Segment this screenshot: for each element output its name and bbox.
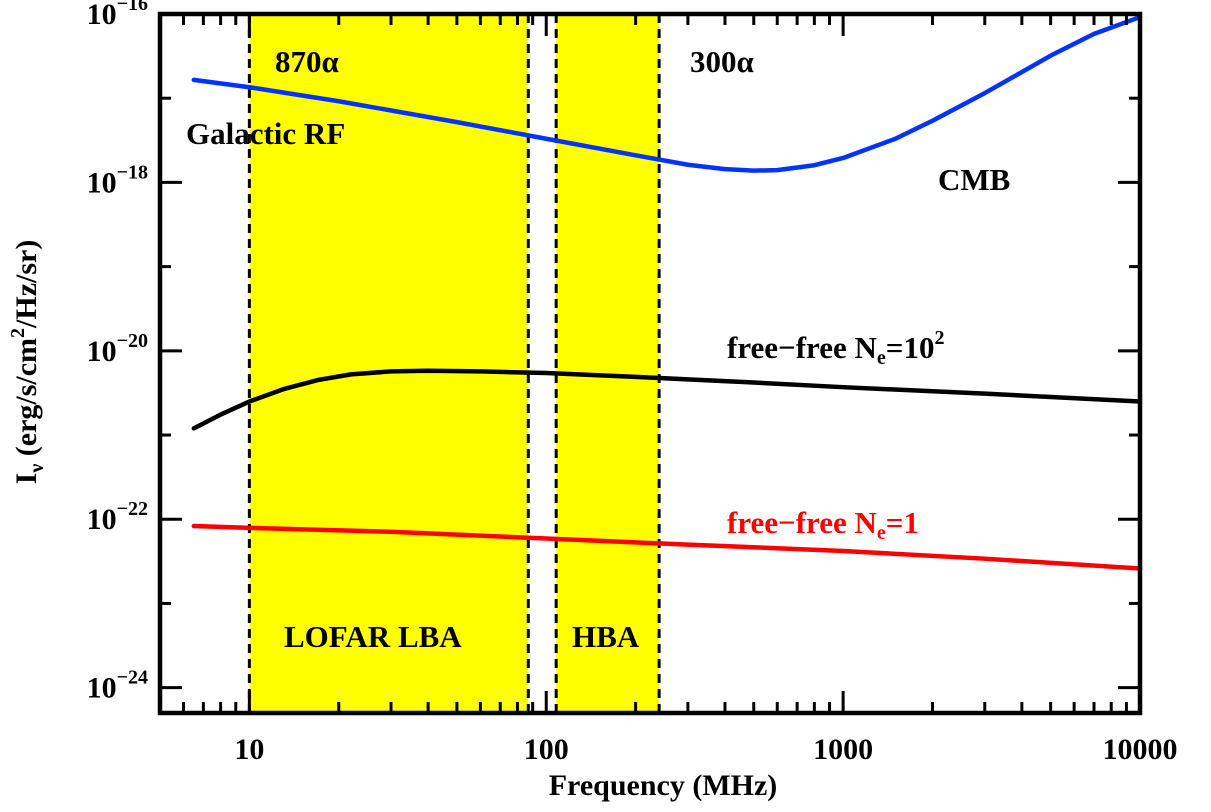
frame-layer — [157, 11, 1143, 716]
y-tick-label-0: 10−24 — [87, 667, 148, 705]
ff-low-mid: =1 — [886, 505, 919, 540]
series-layer — [191, 14, 1143, 571]
band-label-hba: HBA — [572, 619, 640, 654]
plot-frame — [157, 11, 1143, 716]
series-line-2 — [191, 523, 1143, 571]
y-tick-label-exp: −16 — [117, 0, 148, 15]
ff-high-prefix: free−free N — [727, 330, 877, 365]
y-tick-label-1: 10−22 — [87, 498, 148, 536]
series-line-1 — [191, 368, 1143, 431]
x-tick-label-1: 100 — [524, 733, 569, 766]
series-line-0 — [191, 14, 1143, 173]
y-axis-title-rest: (erg/s/cm — [10, 338, 43, 464]
y-tick-label-exp: −18 — [117, 161, 148, 183]
y-tick-label-base: 10 — [87, 166, 117, 199]
y-tick-label-2: 10−20 — [87, 330, 148, 368]
y-axis-title-end: /Hz/sr) — [10, 240, 43, 329]
annotation-free-free-low: free−free Ne=1 — [727, 505, 919, 544]
x-axis-title: Frequency (MHz) — [549, 769, 778, 802]
band-label-hba-top: 300α — [690, 44, 754, 79]
x-tick-label-2: 1000 — [813, 733, 873, 766]
ff-high-mid: =10 — [886, 330, 935, 365]
y-tick-label-4: 10−16 — [87, 0, 148, 31]
y-tick-label-exp: −22 — [117, 498, 148, 520]
y-tick-label-base: 10 — [87, 672, 117, 705]
tick-layer — [158, 12, 1142, 713]
y-axis-title-sub: ν — [26, 464, 48, 474]
y-tick-label-3: 10−18 — [87, 161, 148, 199]
y-axis-title-main: I — [10, 473, 43, 485]
y-tick-label-base: 10 — [87, 503, 117, 536]
y-tick-label-base: 10 — [87, 0, 117, 31]
band-0 — [249, 14, 529, 713]
annotation-cmb: CMB — [938, 162, 1010, 197]
x-tick-label-3: 10000 — [1103, 733, 1178, 766]
band-layer — [247, 14, 661, 713]
y-tick-label-base: 10 — [87, 335, 117, 368]
band-1 — [556, 14, 660, 713]
ff-low-sub: e — [877, 522, 886, 544]
y-axis-title-sup: 2 — [7, 328, 29, 338]
annotation-free-free-high: free−free Ne=102 — [727, 327, 944, 369]
band-label-lofar-lba: LOFAR LBA — [284, 619, 462, 654]
ff-high-sup: 2 — [934, 327, 944, 349]
y-axis-title: Iν (erg/s/cm2/Hz/sr) — [7, 240, 48, 485]
y-tick-label-exp: −24 — [117, 667, 148, 689]
ff-high-sub: e — [877, 347, 886, 369]
annotation-galactic-rf: Galactic RF — [186, 116, 345, 151]
x-tick-label-0: 10 — [234, 733, 264, 766]
band-label-lba-top: 870α — [275, 44, 339, 79]
y-tick-label-exp: −20 — [117, 330, 148, 352]
ff-low-prefix: free−free N — [727, 505, 877, 540]
